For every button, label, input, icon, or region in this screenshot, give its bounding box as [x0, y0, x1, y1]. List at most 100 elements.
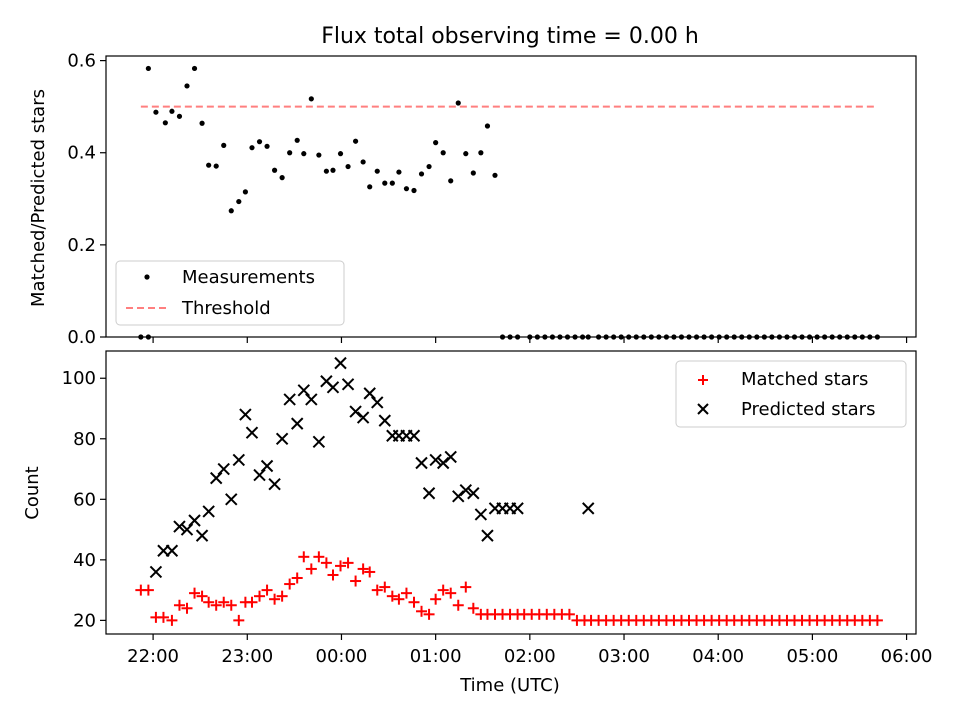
- measurement-point: [316, 152, 322, 158]
- predicted-star-point: [349, 405, 362, 418]
- matched-star-point: [445, 587, 457, 599]
- matched-star-point: [430, 593, 442, 605]
- measurement-point: [448, 178, 454, 184]
- predicted-star-point: [326, 381, 340, 394]
- matched-star-point: [371, 584, 383, 596]
- matched-star-point: [276, 590, 288, 602]
- measurement-point: [279, 175, 285, 181]
- predicted-star-point: [232, 453, 246, 467]
- legend-threshold-label: Threshold: [181, 298, 271, 319]
- matched-star-point: [196, 590, 208, 602]
- matched-star-point: [218, 596, 230, 608]
- measurement-point: [470, 170, 476, 176]
- matched-star-point: [291, 572, 303, 584]
- bottom-y-tick-label: 80: [73, 429, 96, 450]
- measurement-point: [287, 150, 293, 156]
- measurement-point: [191, 65, 198, 72]
- matched-star-point: [225, 599, 237, 611]
- bottom-legend: Matched stars Predicted stars: [675, 360, 907, 428]
- predicted-star-point: [297, 384, 310, 397]
- matched-star-point: [416, 605, 428, 617]
- x-tick-label: 03:00: [598, 646, 650, 667]
- measurement-point: [236, 198, 242, 205]
- predicted-star-point: [225, 493, 238, 506]
- bottom-y-tick-label: 60: [73, 489, 96, 510]
- measurement-point: [271, 167, 278, 173]
- measurement-point: [221, 142, 227, 148]
- measurement-point: [145, 65, 151, 72]
- top-axes-frame: [105, 55, 917, 338]
- top-y-ticks: 0.0 0.2 0.4 0.6: [67, 51, 106, 348]
- measurement-point: [308, 96, 314, 102]
- matched-star-point: [408, 596, 420, 608]
- x-tick-label: 23:00: [221, 646, 273, 667]
- predicted-star-point: [341, 378, 355, 391]
- measurement-point: [367, 184, 373, 190]
- matched-star-point: [423, 608, 435, 620]
- measurement-point: [242, 189, 248, 195]
- matched-star-point: [342, 557, 354, 569]
- measurement-point: [382, 180, 388, 186]
- x-tick-label: 22:00: [127, 646, 179, 667]
- measurement-point: [389, 180, 395, 186]
- matched-star-point: [460, 581, 472, 593]
- legend-measurements-label: Measurements: [182, 267, 315, 288]
- predicted-star-point: [511, 502, 524, 515]
- predicted-star-point: [422, 487, 436, 500]
- matched-star-point: [246, 596, 258, 608]
- matched-star-point: [166, 614, 178, 626]
- measurement-point: [440, 150, 446, 156]
- bottom-panel: Count Time (UTC) 20 40 60 80 100 22:00 23:00 0…: [22, 350, 933, 696]
- legend-predicted-label: Predicted stars: [741, 399, 875, 420]
- matched-star-point: [203, 596, 215, 608]
- predicted-star-point: [217, 462, 230, 476]
- predicted-star-point: [452, 490, 465, 503]
- predicted-star-point: [239, 408, 252, 421]
- measurement-point: [478, 150, 484, 156]
- legend-predicted-marker: [697, 403, 709, 415]
- matched-star-point: [157, 611, 169, 623]
- matched-star-point: [233, 614, 245, 626]
- matched-star-point: [284, 578, 296, 590]
- measurement-point: [169, 108, 175, 114]
- measurement-point: [455, 100, 461, 106]
- bottom-plot-area: [135, 356, 883, 626]
- predicted-star-point: [582, 502, 595, 515]
- legend-matched-label: Matched stars: [741, 369, 868, 390]
- measurement-point: [330, 167, 336, 173]
- predicted-star-point: [356, 411, 370, 424]
- measurement-point: [418, 171, 425, 177]
- x-tick-label: 02:00: [504, 646, 556, 667]
- predicted-star-point: [481, 529, 494, 542]
- matched-star-point: [269, 593, 281, 605]
- matched-star-point: [254, 590, 266, 602]
- matched-star-point: [357, 563, 369, 575]
- top-y-axis-label: Matched/Predicted stars: [28, 89, 49, 307]
- predicted-star-point: [312, 435, 326, 449]
- measurement-point: [294, 137, 300, 143]
- measurement-point: [153, 109, 159, 115]
- matched-star-point: [261, 584, 273, 596]
- matched-star-point: [335, 560, 347, 572]
- bottom-y-axis-label: Count: [22, 466, 43, 519]
- predicted-star-point: [459, 484, 472, 497]
- matched-star-point: [298, 551, 310, 563]
- measurement-point: [337, 151, 344, 157]
- measurement-point: [403, 186, 410, 192]
- x-tick-label: 01:00: [410, 646, 462, 667]
- matched-star-point: [364, 566, 376, 578]
- measurement-point: [184, 83, 190, 89]
- measurement-point: [264, 143, 270, 149]
- measurement-point: [463, 151, 469, 157]
- legend-matched-marker: [698, 375, 708, 385]
- matched-star-point: [393, 593, 405, 605]
- top-panel: Flux total observing time = 0.00 h Match…: [28, 24, 917, 348]
- predicted-star-point: [275, 432, 289, 445]
- predicted-star-point: [202, 505, 215, 518]
- predicted-star-point: [268, 477, 281, 491]
- top-legend: Measurements Threshold: [115, 260, 345, 326]
- matched-star-point: [350, 575, 362, 587]
- measurement-point: [162, 120, 168, 126]
- predicted-star-point: [290, 417, 304, 430]
